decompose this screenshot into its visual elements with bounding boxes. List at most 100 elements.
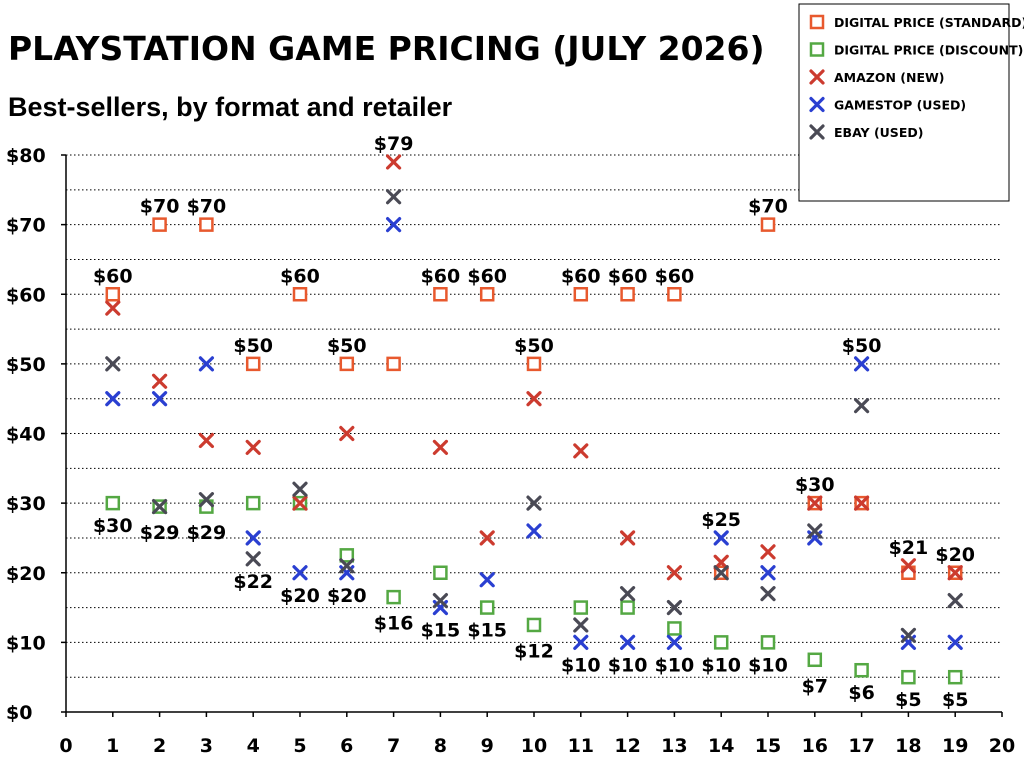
- point-discount: [245, 495, 261, 511]
- data-label: $6: [848, 682, 874, 704]
- data-label: $22: [233, 571, 273, 593]
- point-discount: [667, 621, 682, 636]
- point-gamestop: [666, 634, 683, 650]
- point-standard: [292, 287, 308, 302]
- point-amazon: [105, 300, 121, 316]
- x-tick-label: 12: [614, 735, 640, 757]
- data-label: $15: [467, 620, 507, 642]
- point-amazon: [853, 495, 870, 511]
- legend-marker-ebay: [809, 124, 825, 140]
- data-label: $20: [935, 544, 975, 566]
- point-ebay: [432, 592, 448, 609]
- legend-label-gamestop: GAMESTOP (USED): [834, 98, 966, 113]
- x-tick-label: 10: [521, 735, 547, 757]
- point-discount: [760, 635, 776, 650]
- data-label: $16: [374, 613, 414, 635]
- point-amazon: [292, 495, 308, 511]
- legend-marker-amazon: [809, 69, 825, 85]
- point-amazon: [198, 432, 214, 449]
- series-discount: [105, 495, 963, 685]
- point-ebay: [947, 592, 963, 609]
- point-standard: [105, 287, 121, 302]
- data-label: $60: [561, 265, 601, 287]
- x-tick-label: 0: [59, 735, 72, 757]
- point-standard: [339, 356, 355, 372]
- data-label: $60: [608, 265, 648, 287]
- point-ebay: [853, 398, 870, 414]
- point-amazon: [526, 391, 542, 407]
- data-label: $25: [701, 509, 741, 531]
- point-discount: [573, 600, 589, 615]
- point-gamestop: [198, 356, 214, 372]
- data-label: $70: [748, 196, 788, 218]
- point-amazon: [666, 565, 683, 581]
- y-tick-label: $50: [6, 354, 46, 376]
- point-amazon: [339, 425, 355, 442]
- data-label: $10: [748, 654, 788, 676]
- legend-marker-gamestop: [809, 96, 825, 113]
- point-ebay: [105, 356, 121, 372]
- point-gamestop: [526, 523, 542, 539]
- x-tick-label: 8: [434, 735, 447, 757]
- point-standard: [433, 287, 448, 302]
- data-points: [105, 154, 963, 685]
- point-amazon: [947, 565, 963, 581]
- y-tick-label: $80: [6, 145, 46, 167]
- x-tick-label: 11: [568, 735, 594, 757]
- point-discount: [386, 589, 401, 605]
- point-gamestop: [619, 634, 636, 650]
- point-discount: [854, 662, 869, 678]
- x-tick-label: 13: [661, 735, 687, 757]
- point-ebay: [245, 551, 261, 567]
- point-amazon: [619, 530, 636, 546]
- legend-label-ebay: EBAY (USED): [834, 125, 923, 140]
- point-amazon: [807, 495, 823, 511]
- point-discount: [433, 565, 448, 580]
- point-ebay: [573, 617, 589, 633]
- data-label: $50: [842, 335, 882, 357]
- point-amazon: [479, 530, 495, 546]
- legend-marker-standard: [809, 14, 825, 30]
- x-axis-ticks: 0 1 2 3 4 5 6 7 8 9 10 11 12 13 14 15 16 17 18 19 20: [59, 712, 1015, 757]
- legend-label-standard: DIGITAL PRICE (STANDARD): [834, 15, 1024, 30]
- x-tick-label: 6: [340, 735, 353, 757]
- data-label: $20: [327, 585, 367, 607]
- point-standard: [199, 217, 214, 232]
- data-label: $29: [187, 522, 227, 544]
- point-discount: [620, 600, 635, 615]
- data-label: $50: [327, 335, 367, 357]
- point-discount: [339, 548, 355, 563]
- point-ebay: [152, 499, 168, 515]
- point-ebay: [386, 189, 402, 205]
- data-label: $60: [467, 265, 507, 287]
- point-gamestop: [853, 356, 870, 372]
- point-discount: [479, 600, 495, 615]
- point-discount: [526, 617, 542, 633]
- y-tick-label: $30: [6, 493, 46, 515]
- legend-marker-discount: [809, 42, 825, 57]
- point-ebay: [666, 599, 683, 616]
- point-ebay: [807, 523, 823, 539]
- point-standard: [667, 287, 682, 302]
- point-discount: [713, 635, 729, 650]
- data-label: $60: [421, 265, 461, 287]
- y-tick-label: $10: [6, 632, 46, 654]
- data-label: $10: [655, 654, 695, 676]
- data-label: $70: [187, 196, 227, 218]
- x-tick-label: 17: [848, 735, 874, 757]
- data-label: $15: [421, 620, 461, 642]
- series-amazon: [105, 154, 963, 581]
- point-standard: [245, 356, 261, 372]
- point-amazon: [432, 439, 448, 456]
- point-amazon: [386, 154, 402, 170]
- point-gamestop: [479, 572, 495, 588]
- x-tick-label: 14: [708, 735, 734, 757]
- point-discount: [807, 652, 823, 668]
- data-label: $30: [93, 515, 133, 537]
- point-gamestop: [947, 634, 963, 650]
- data-label: $60: [655, 265, 695, 287]
- point-discount: [947, 669, 963, 685]
- x-tick-label: 20: [989, 735, 1015, 757]
- y-tick-label: $60: [6, 284, 46, 306]
